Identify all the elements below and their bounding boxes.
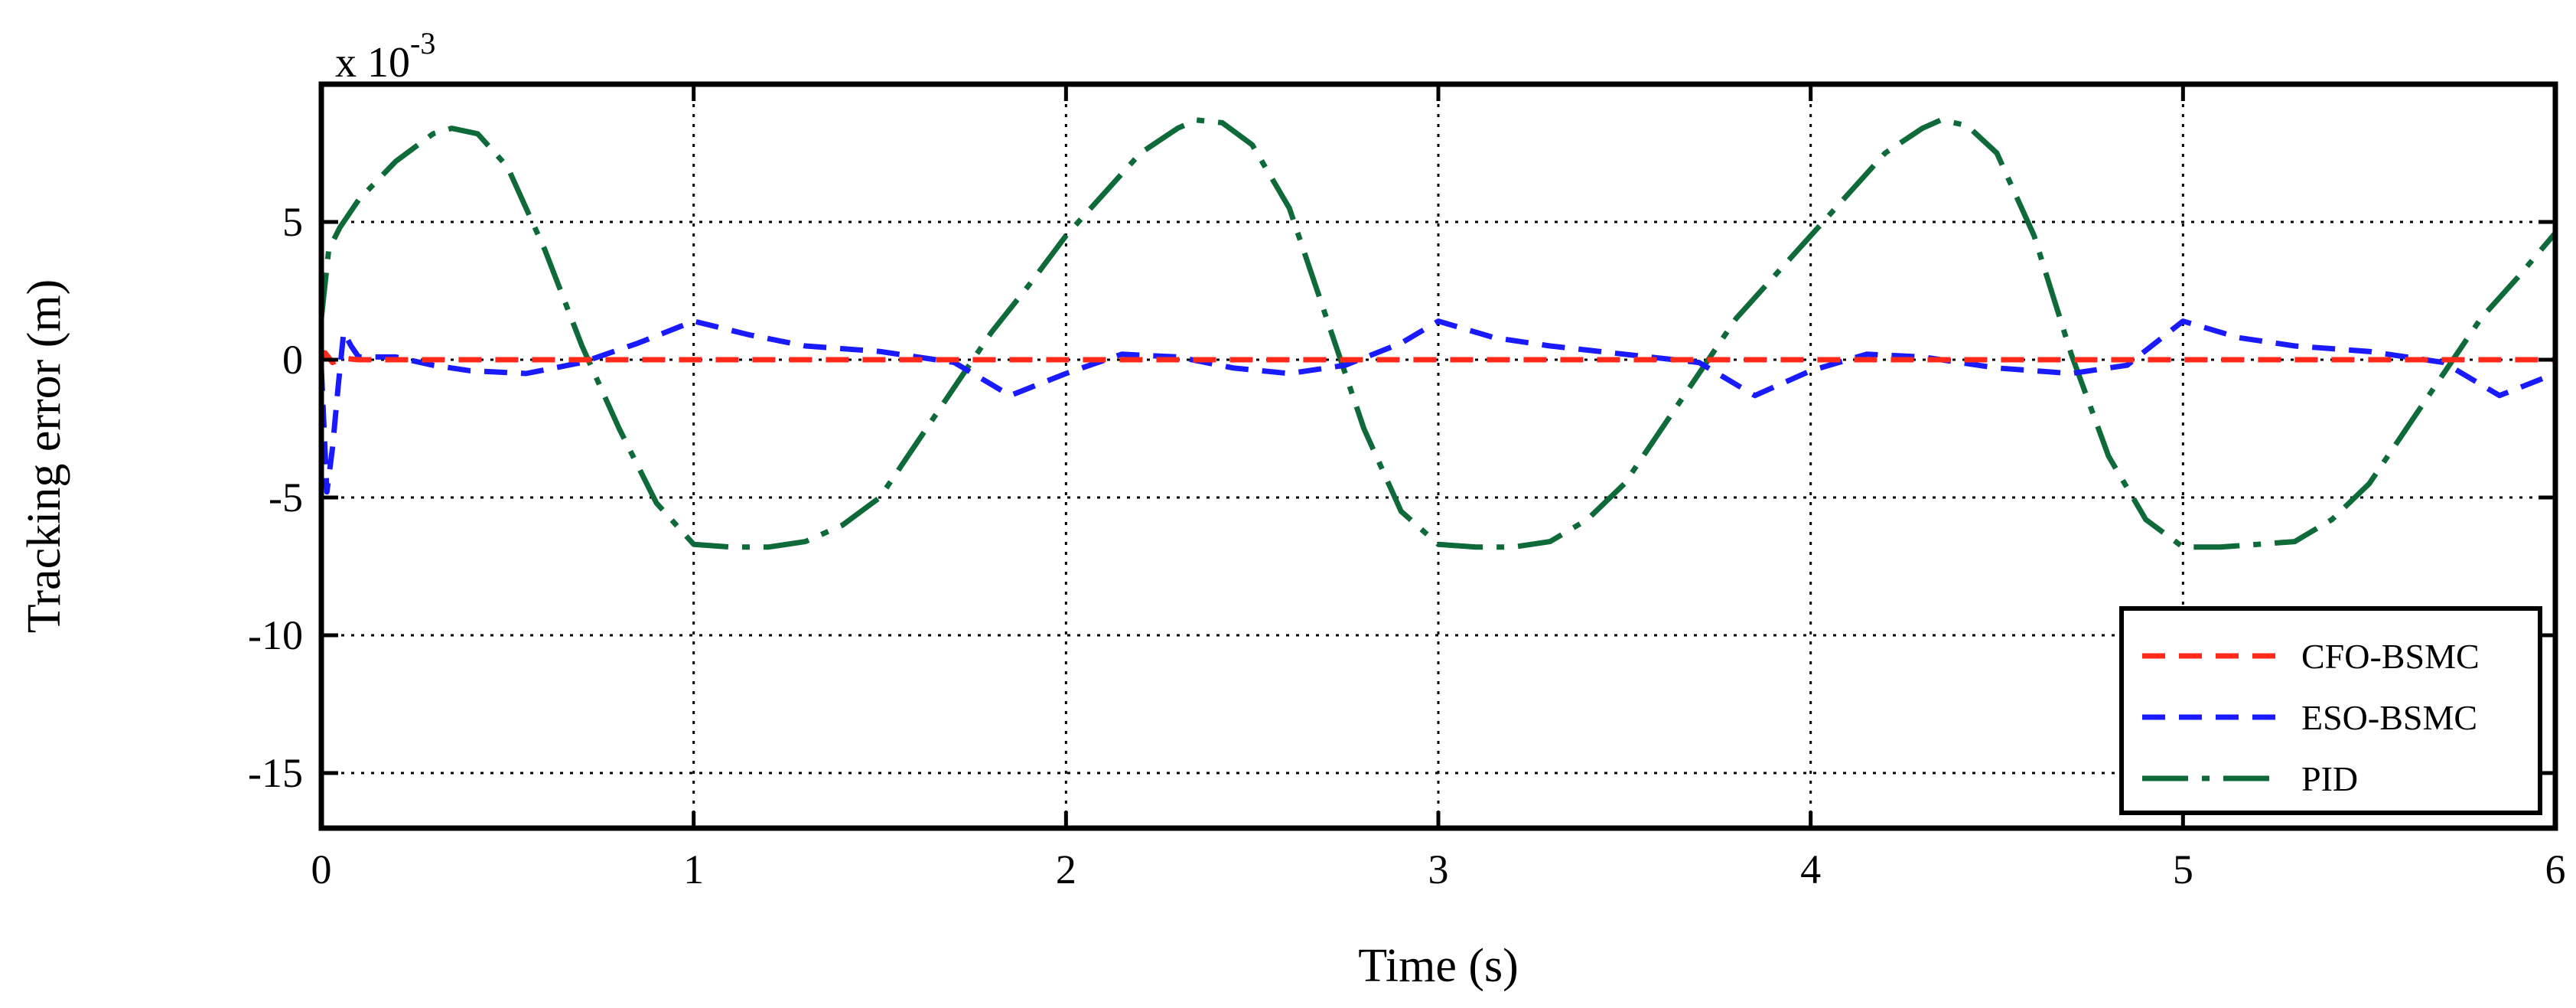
y-tick-label: 5 [282,199,303,245]
series-line-eso-bsmc [321,318,2555,495]
legend-label-eso-bsmc: ESO-BSMC [2301,698,2477,737]
x-tick-label: 5 [2173,847,2193,892]
x-tick-label: 4 [1800,847,1821,892]
x-tick-label: 1 [683,847,704,892]
y-axis-label: Tracking error (m) [18,279,70,634]
y-tick-label: -15 [248,750,303,796]
legend: CFO-BSMC ESO-BSMC PID [2119,606,2542,815]
x-tick-label: 2 [1056,847,1076,892]
legend-label-pid: PID [2301,759,2358,798]
y-tick-label: -10 [248,612,303,658]
x-tick-label: 0 [311,847,332,892]
x-tick-label: 3 [1428,847,1449,892]
tick-marks [319,84,2558,828]
x-tick-label: 6 [2545,847,2566,892]
series-line-pid [321,117,2555,550]
y-exponent-power: -3 [410,26,435,60]
legend-label-cfo-bsmc: CFO-BSMC [2301,637,2480,676]
y-tick-label: -5 [269,475,303,520]
y-tick-label: 0 [282,337,303,383]
tick-labels: 0 1 2 3 4 5 6 5 0 -5 -10 -15 [248,199,2565,892]
x-axis-label: Time (s) [1358,940,1519,992]
y-exponent-label: x 10-3 [335,26,435,86]
legend-box [2119,606,2542,815]
